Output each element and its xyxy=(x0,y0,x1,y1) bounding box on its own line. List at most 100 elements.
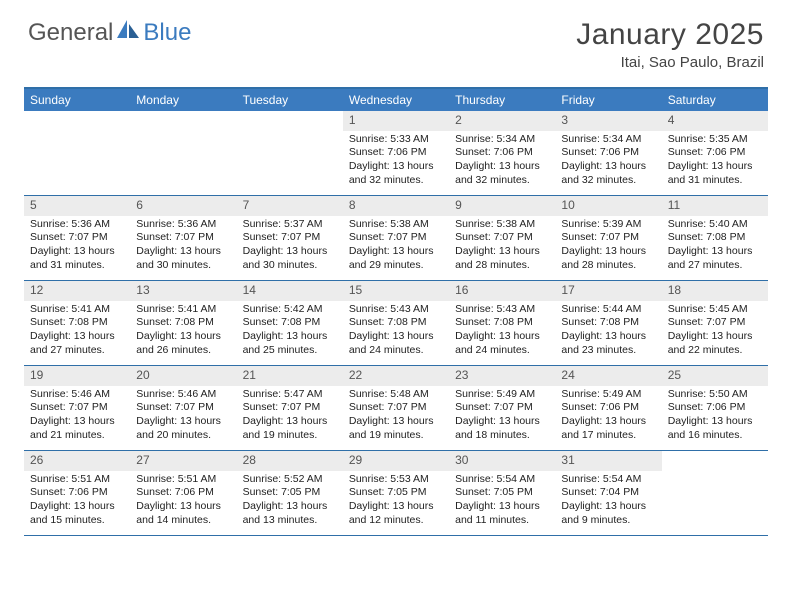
day-details: Sunrise: 5:41 AMSunset: 7:08 PMDaylight:… xyxy=(130,301,236,362)
calendar-cell: 24Sunrise: 5:49 AMSunset: 7:06 PMDayligh… xyxy=(555,366,661,450)
day-number: 31 xyxy=(555,451,661,471)
day-number: 23 xyxy=(449,366,555,386)
calendar-cell: 9Sunrise: 5:38 AMSunset: 7:07 PMDaylight… xyxy=(449,196,555,280)
day-details: Sunrise: 5:40 AMSunset: 7:08 PMDaylight:… xyxy=(662,216,768,277)
weekday-header: Monday xyxy=(130,89,236,111)
calendar-cell: 31Sunrise: 5:54 AMSunset: 7:04 PMDayligh… xyxy=(555,451,661,535)
day-details: Sunrise: 5:51 AMSunset: 7:06 PMDaylight:… xyxy=(130,471,236,532)
weekday-header: Saturday xyxy=(662,89,768,111)
weekday-header: Wednesday xyxy=(343,89,449,111)
calendar-cell xyxy=(24,111,130,195)
day-details: Sunrise: 5:50 AMSunset: 7:06 PMDaylight:… xyxy=(662,386,768,447)
weekday-header: Tuesday xyxy=(237,89,343,111)
day-details: Sunrise: 5:49 AMSunset: 7:06 PMDaylight:… xyxy=(555,386,661,447)
day-number: 8 xyxy=(343,196,449,216)
day-details: Sunrise: 5:46 AMSunset: 7:07 PMDaylight:… xyxy=(130,386,236,447)
calendar-cell: 11Sunrise: 5:40 AMSunset: 7:08 PMDayligh… xyxy=(662,196,768,280)
calendar-cell xyxy=(662,451,768,535)
day-details: Sunrise: 5:45 AMSunset: 7:07 PMDaylight:… xyxy=(662,301,768,362)
calendar-week-row: 26Sunrise: 5:51 AMSunset: 7:06 PMDayligh… xyxy=(24,451,768,536)
logo: General Blue xyxy=(28,18,191,47)
calendar-week-row: 12Sunrise: 5:41 AMSunset: 7:08 PMDayligh… xyxy=(24,281,768,366)
calendar-cell: 16Sunrise: 5:43 AMSunset: 7:08 PMDayligh… xyxy=(449,281,555,365)
day-details: Sunrise: 5:48 AMSunset: 7:07 PMDaylight:… xyxy=(343,386,449,447)
day-details: Sunrise: 5:49 AMSunset: 7:07 PMDaylight:… xyxy=(449,386,555,447)
day-details: Sunrise: 5:44 AMSunset: 7:08 PMDaylight:… xyxy=(555,301,661,362)
day-details: Sunrise: 5:42 AMSunset: 7:08 PMDaylight:… xyxy=(237,301,343,362)
month-title: January 2025 xyxy=(576,18,764,52)
weekday-header-row: SundayMondayTuesdayWednesdayThursdayFrid… xyxy=(24,89,768,111)
day-details: Sunrise: 5:54 AMSunset: 7:05 PMDaylight:… xyxy=(449,471,555,532)
calendar-cell: 4Sunrise: 5:35 AMSunset: 7:06 PMDaylight… xyxy=(662,111,768,195)
logo-sail-icon xyxy=(113,18,143,47)
day-details: Sunrise: 5:41 AMSunset: 7:08 PMDaylight:… xyxy=(24,301,130,362)
logo-text-2: Blue xyxy=(143,19,191,47)
day-details: Sunrise: 5:51 AMSunset: 7:06 PMDaylight:… xyxy=(24,471,130,532)
day-number: 11 xyxy=(662,196,768,216)
day-number: 16 xyxy=(449,281,555,301)
day-details: Sunrise: 5:35 AMSunset: 7:06 PMDaylight:… xyxy=(662,131,768,192)
calendar-cell: 19Sunrise: 5:46 AMSunset: 7:07 PMDayligh… xyxy=(24,366,130,450)
calendar-cell: 23Sunrise: 5:49 AMSunset: 7:07 PMDayligh… xyxy=(449,366,555,450)
day-number: 3 xyxy=(555,111,661,131)
day-details: Sunrise: 5:53 AMSunset: 7:05 PMDaylight:… xyxy=(343,471,449,532)
calendar-cell: 8Sunrise: 5:38 AMSunset: 7:07 PMDaylight… xyxy=(343,196,449,280)
day-number: 1 xyxy=(343,111,449,131)
day-number: 13 xyxy=(130,281,236,301)
day-number: 21 xyxy=(237,366,343,386)
day-number: 18 xyxy=(662,281,768,301)
day-number: 19 xyxy=(24,366,130,386)
calendar-cell: 6Sunrise: 5:36 AMSunset: 7:07 PMDaylight… xyxy=(130,196,236,280)
day-details: Sunrise: 5:34 AMSunset: 7:06 PMDaylight:… xyxy=(555,131,661,192)
day-number: 6 xyxy=(130,196,236,216)
weekday-header: Thursday xyxy=(449,89,555,111)
calendar-cell: 25Sunrise: 5:50 AMSunset: 7:06 PMDayligh… xyxy=(662,366,768,450)
day-details: Sunrise: 5:47 AMSunset: 7:07 PMDaylight:… xyxy=(237,386,343,447)
day-number: 28 xyxy=(237,451,343,471)
day-number: 5 xyxy=(24,196,130,216)
calendar-cell: 21Sunrise: 5:47 AMSunset: 7:07 PMDayligh… xyxy=(237,366,343,450)
calendar-cell: 29Sunrise: 5:53 AMSunset: 7:05 PMDayligh… xyxy=(343,451,449,535)
calendar-cell: 30Sunrise: 5:54 AMSunset: 7:05 PMDayligh… xyxy=(449,451,555,535)
calendar-cell: 17Sunrise: 5:44 AMSunset: 7:08 PMDayligh… xyxy=(555,281,661,365)
day-number: 20 xyxy=(130,366,236,386)
day-number: 26 xyxy=(24,451,130,471)
day-number: 14 xyxy=(237,281,343,301)
day-number: 7 xyxy=(237,196,343,216)
calendar-cell: 3Sunrise: 5:34 AMSunset: 7:06 PMDaylight… xyxy=(555,111,661,195)
day-number: 12 xyxy=(24,281,130,301)
title-block: January 2025 Itai, Sao Paulo, Brazil xyxy=(576,18,764,71)
day-number: 25 xyxy=(662,366,768,386)
day-details: Sunrise: 5:34 AMSunset: 7:06 PMDaylight:… xyxy=(449,131,555,192)
day-number: 22 xyxy=(343,366,449,386)
header: General Blue January 2025 Itai, Sao Paul… xyxy=(0,0,792,79)
calendar-cell: 26Sunrise: 5:51 AMSunset: 7:06 PMDayligh… xyxy=(24,451,130,535)
day-details: Sunrise: 5:39 AMSunset: 7:07 PMDaylight:… xyxy=(555,216,661,277)
day-details: Sunrise: 5:52 AMSunset: 7:05 PMDaylight:… xyxy=(237,471,343,532)
day-number: 30 xyxy=(449,451,555,471)
weekday-header: Sunday xyxy=(24,89,130,111)
day-details: Sunrise: 5:37 AMSunset: 7:07 PMDaylight:… xyxy=(237,216,343,277)
logo-text-1: General xyxy=(28,19,113,47)
day-details: Sunrise: 5:43 AMSunset: 7:08 PMDaylight:… xyxy=(449,301,555,362)
day-number: 10 xyxy=(555,196,661,216)
calendar-week-row: 5Sunrise: 5:36 AMSunset: 7:07 PMDaylight… xyxy=(24,196,768,281)
calendar-cell: 7Sunrise: 5:37 AMSunset: 7:07 PMDaylight… xyxy=(237,196,343,280)
day-details: Sunrise: 5:33 AMSunset: 7:06 PMDaylight:… xyxy=(343,131,449,192)
day-number: 2 xyxy=(449,111,555,131)
calendar-cell: 1Sunrise: 5:33 AMSunset: 7:06 PMDaylight… xyxy=(343,111,449,195)
calendar-week-row: 19Sunrise: 5:46 AMSunset: 7:07 PMDayligh… xyxy=(24,366,768,451)
day-details: Sunrise: 5:46 AMSunset: 7:07 PMDaylight:… xyxy=(24,386,130,447)
calendar-cell: 5Sunrise: 5:36 AMSunset: 7:07 PMDaylight… xyxy=(24,196,130,280)
day-number: 4 xyxy=(662,111,768,131)
day-number: 24 xyxy=(555,366,661,386)
day-details: Sunrise: 5:54 AMSunset: 7:04 PMDaylight:… xyxy=(555,471,661,532)
day-details: Sunrise: 5:43 AMSunset: 7:08 PMDaylight:… xyxy=(343,301,449,362)
day-details: Sunrise: 5:38 AMSunset: 7:07 PMDaylight:… xyxy=(343,216,449,277)
day-number: 27 xyxy=(130,451,236,471)
calendar: SundayMondayTuesdayWednesdayThursdayFrid… xyxy=(24,87,768,536)
day-number: 29 xyxy=(343,451,449,471)
day-details: Sunrise: 5:36 AMSunset: 7:07 PMDaylight:… xyxy=(130,216,236,277)
day-number: 17 xyxy=(555,281,661,301)
calendar-week-row: 1Sunrise: 5:33 AMSunset: 7:06 PMDaylight… xyxy=(24,111,768,196)
